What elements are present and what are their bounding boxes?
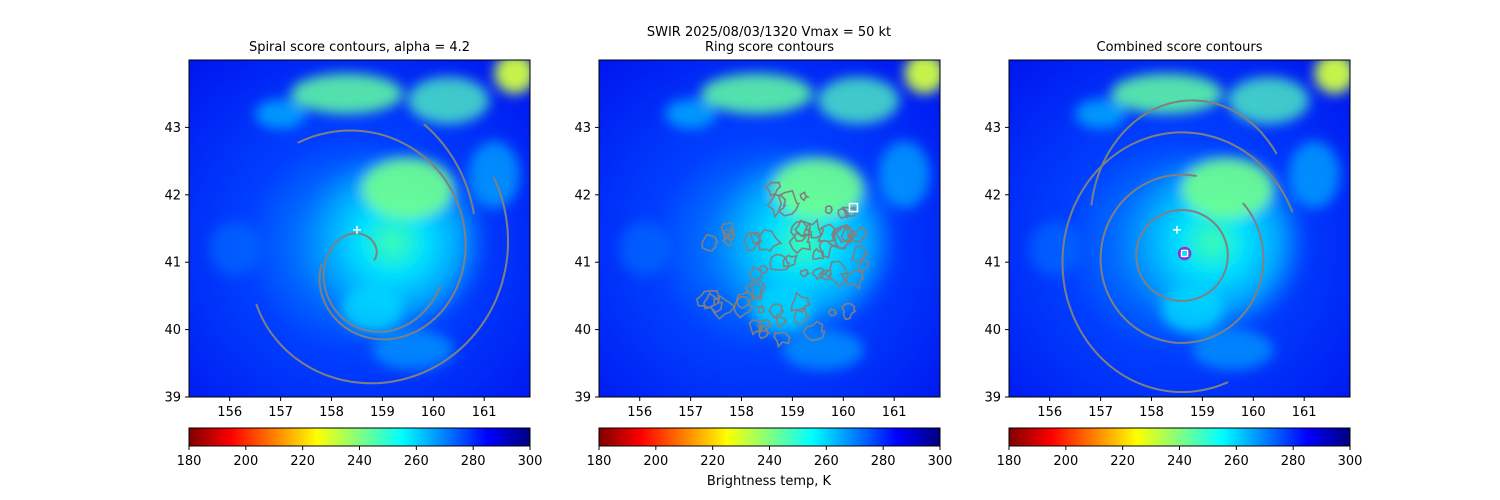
y-tick-label: 39 [984, 391, 1001, 406]
panel-2: Ring score contours 156 157 158 159 160 161 39 4… [574, 40, 952, 469]
x-tick-label: 157 [678, 405, 703, 420]
brightness-image [599, 60, 940, 397]
x-tick-label: 159 [780, 405, 805, 420]
colorbar [188, 427, 531, 447]
colorbar-tick-label: 200 [233, 454, 258, 469]
x-tick-label: 160 [421, 405, 446, 420]
panel-3: Combined score contours 156 157 158 159 160 16… [984, 40, 1362, 469]
panel-title: Spiral score contours, alpha = 4.2 [249, 40, 470, 55]
panel-title: Ring score contours [705, 40, 834, 55]
center-cross-marker [352, 225, 361, 234]
brightness-image [189, 60, 530, 397]
ring-center-marker [1180, 249, 1189, 258]
colorbar-tick-label: 220 [290, 454, 315, 469]
y-tick-label: 43 [984, 121, 1001, 136]
ring-center-marker [848, 202, 859, 213]
x-tick-label: 158 [1139, 405, 1164, 420]
score-contours [255, 123, 510, 385]
colorbar-tick-label: 300 [518, 454, 543, 469]
colorbar-tick-label: 220 [700, 454, 725, 469]
x-tick-label: 158 [729, 405, 754, 420]
colorbar [1008, 427, 1351, 447]
panel-1: Spiral score contours, alpha = 4.2 156 157… [164, 40, 542, 469]
colorbar-tick-label: 280 [1281, 454, 1306, 469]
colorbar-tick-label: 260 [404, 454, 429, 469]
x-tick-label: 158 [319, 405, 344, 420]
combined-center-marker [1177, 246, 1192, 261]
x-tick-label: 159 [1190, 405, 1215, 420]
x-tick-label: 157 [268, 405, 293, 420]
x-tick-label: 161 [882, 405, 907, 420]
colorbar-tick-label: 260 [814, 454, 839, 469]
score-contours [1061, 99, 1294, 393]
x-tick-label: 156 [1037, 405, 1062, 420]
colorbar-tick-label: 280 [871, 454, 896, 469]
x-tick-label: 159 [370, 405, 395, 420]
colorbar-tick-label: 300 [928, 454, 953, 469]
score-contours [696, 181, 870, 349]
x-tick-label: 161 [1292, 405, 1317, 420]
colorbar-tick-label: 180 [587, 454, 612, 469]
x-tick-label: 156 [217, 405, 242, 420]
axes-frame [188, 59, 531, 398]
y-tick-label: 42 [984, 188, 1001, 203]
axes-frame [1008, 59, 1351, 398]
y-tick-label: 43 [574, 121, 591, 136]
axes-frame [598, 59, 941, 398]
y-tick-label: 42 [164, 188, 181, 203]
brightness-image [1009, 60, 1350, 397]
colorbar-tick-label: 180 [997, 454, 1022, 469]
x-tick-label: 160 [831, 405, 856, 420]
colorbar [598, 427, 941, 447]
y-tick-label: 39 [574, 391, 591, 406]
x-tick-label: 160 [1241, 405, 1266, 420]
colorbar-tick-label: 220 [1110, 454, 1135, 469]
colorbar-tick-label: 240 [1167, 454, 1192, 469]
x-tick-label: 156 [627, 405, 652, 420]
colorbar-tick-label: 280 [461, 454, 486, 469]
x-tick-label: 157 [1088, 405, 1113, 420]
colorbar-tick-label: 200 [643, 454, 668, 469]
center-cross-marker [1172, 225, 1181, 234]
colorbar-tick-label: 180 [177, 454, 202, 469]
y-tick-label: 40 [164, 323, 181, 338]
colorbar-tick-label: 260 [1224, 454, 1249, 469]
panel-title: Combined score contours [1097, 40, 1263, 55]
colorbar-tick-label: 240 [347, 454, 372, 469]
colorbar-tick-label: 300 [1338, 454, 1363, 469]
y-tick-label: 40 [984, 323, 1001, 338]
y-tick-label: 39 [164, 391, 181, 406]
figure-title: SWIR 2025/08/03/1320 Vmax = 50 kt [647, 25, 891, 40]
y-tick-label: 43 [164, 121, 181, 136]
colorbar-label: Brightness temp, K [707, 474, 832, 489]
y-tick-label: 40 [574, 323, 591, 338]
y-tick-label: 42 [574, 188, 591, 203]
y-tick-label: 41 [984, 256, 1001, 271]
y-tick-label: 41 [574, 256, 591, 271]
colorbar-tick-label: 240 [757, 454, 782, 469]
y-tick-label: 41 [164, 256, 181, 271]
colorbar-tick-label: 200 [1053, 454, 1078, 469]
x-tick-label: 161 [472, 405, 497, 420]
